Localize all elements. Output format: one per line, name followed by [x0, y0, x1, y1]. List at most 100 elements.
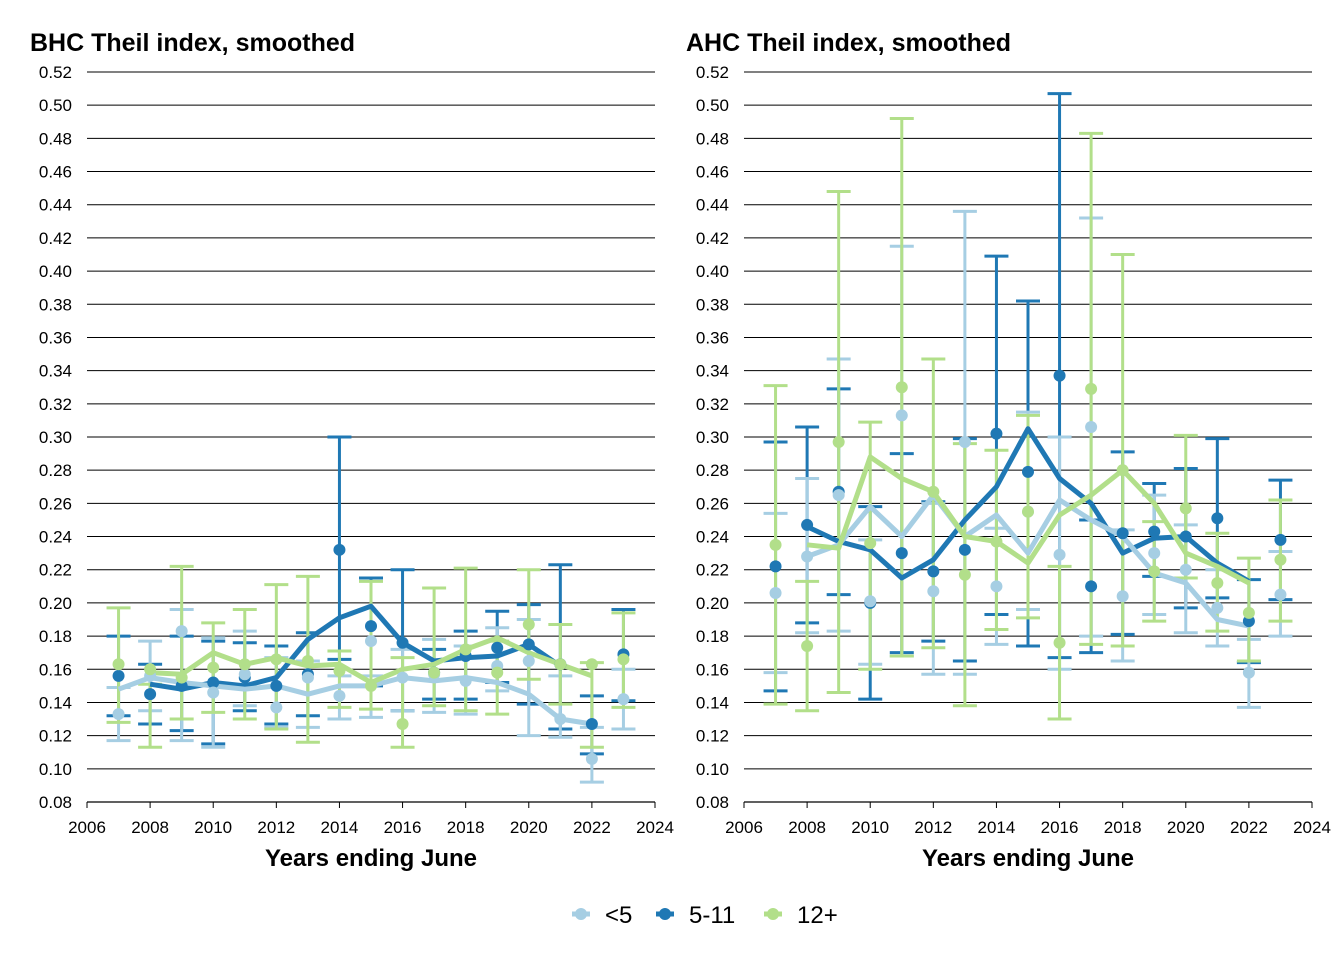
- ahc-y-tick-label: 0.40: [696, 262, 729, 281]
- ahc-data-point: [1085, 421, 1098, 434]
- bhc-data-point: [333, 543, 346, 556]
- ahc-y-tick-label: 0.48: [696, 129, 729, 148]
- ahc-data-point: [769, 538, 782, 551]
- bhc-y-tick-label: 0.50: [39, 96, 72, 115]
- ahc-data-point: [832, 489, 845, 502]
- bhc-x-tick-label: 2010: [194, 818, 232, 837]
- bhc-data-point: [396, 636, 409, 649]
- legend-5-11-label: 5-11: [689, 902, 735, 929]
- bhc-y-tick-label: 0.30: [39, 428, 72, 447]
- ahc-x-tick-label: 2008: [788, 818, 826, 837]
- bhc-x-tick-label: 2020: [510, 818, 548, 837]
- ahc-data-point: [895, 547, 908, 560]
- ahc-data-point: [832, 435, 845, 448]
- ahc-data-point: [958, 543, 971, 556]
- ahc-data-point: [895, 381, 908, 394]
- bhc-y-tick-label: 0.46: [39, 163, 72, 182]
- ahc-x-axis-label: Years ending June: [922, 845, 1134, 872]
- bhc-data-point: [333, 664, 346, 677]
- ahc-data-point: [769, 560, 782, 573]
- ahc-data-point: [1053, 548, 1066, 561]
- bhc-data-point: [617, 693, 630, 706]
- bhc-data-point: [554, 658, 567, 671]
- ahc-x-tick-label: 2014: [978, 818, 1016, 837]
- ahc-y-tick-label: 0.36: [696, 328, 729, 347]
- ahc-chart-title: AHC Theil index, smoothed: [686, 29, 1011, 57]
- bhc-plot-area: 0.08 0.10 0.12 0.14 0.16 0.18 0.20 0.22 0.24 0.26…: [39, 63, 674, 837]
- ahc-data-point: [1148, 565, 1161, 578]
- legend-12plus-marker: [767, 908, 779, 920]
- ahc-x-tick-label: 2020: [1167, 818, 1205, 837]
- bhc-data-point: [491, 641, 504, 654]
- ahc-data-point: [958, 435, 971, 448]
- bhc-data-point: [112, 669, 125, 682]
- ahc-data-point: [895, 409, 908, 422]
- bhc-y-tick-label: 0.22: [39, 561, 72, 580]
- ahc-data-point: [1148, 547, 1161, 560]
- bhc-data-point: [522, 638, 535, 651]
- bhc-y-tick-label: 0.34: [39, 362, 72, 381]
- legend-5-11-marker: [659, 908, 671, 920]
- bhc-y-tick-label: 0.26: [39, 494, 72, 513]
- ahc-data-point: [769, 586, 782, 599]
- ahc-y-tick-label: 0.20: [696, 594, 729, 613]
- bhc-y-tick-label: 0.20: [39, 594, 72, 613]
- bhc-x-axis-label: Years ending June: [265, 845, 477, 872]
- bhc-y-tick-label: 0.38: [39, 295, 72, 314]
- bhc-data-point: [554, 713, 567, 726]
- bhc-data-point: [428, 666, 441, 679]
- bhc-data-point: [617, 653, 630, 666]
- ahc-data-point: [1242, 606, 1255, 619]
- legend-12plus-label: 12+: [797, 902, 838, 929]
- ahc-x-tick-label: 2010: [851, 818, 889, 837]
- ahc-y-tick-label: 0.42: [696, 229, 729, 248]
- bhc-chart-title: BHC Theil index, smoothed: [30, 29, 355, 57]
- bhc-data-point: [175, 671, 188, 684]
- ahc-data-point: [1148, 525, 1161, 538]
- ahc-data-point: [1116, 464, 1129, 477]
- ahc-y-tick-label: 0.10: [696, 760, 729, 779]
- bhc-data-point: [207, 686, 220, 699]
- ahc-data-point: [927, 565, 940, 578]
- bhc-x-tick-label: 2008: [131, 818, 169, 837]
- bhc-x-tick-label: 2014: [321, 818, 359, 837]
- bhc-data-point: [459, 643, 472, 656]
- bhc-y-tick-label: 0.40: [39, 262, 72, 281]
- ahc-data-point: [1211, 601, 1224, 614]
- bhc-data-point: [238, 658, 251, 671]
- bhc-data-point: [144, 688, 157, 701]
- legend-under5-marker: [575, 908, 587, 920]
- ahc-data-point: [1053, 369, 1066, 382]
- ahc-y-tick-label: 0.34: [696, 362, 729, 381]
- ahc-series-line: [806, 492, 1250, 629]
- ahc-data-point: [990, 535, 1003, 548]
- bhc-data-point: [270, 653, 283, 666]
- bhc-data-point: [585, 718, 598, 731]
- bhc-x-tick-label: 2022: [573, 818, 611, 837]
- ahc-data-point: [1022, 505, 1034, 518]
- bhc-data-point: [270, 679, 283, 692]
- bhc-data-point: [396, 671, 409, 684]
- ahc-y-tick-label: 0.32: [696, 395, 729, 414]
- ahc-data-point: [1242, 615, 1255, 628]
- ahc-data-point: [801, 640, 814, 653]
- bhc-data-point: [585, 752, 598, 765]
- ahc-y-tick-label: 0.24: [696, 528, 729, 547]
- bhc-data-point: [585, 658, 598, 671]
- bhc-y-tick-label: 0.18: [39, 627, 72, 646]
- bhc-data-point: [112, 658, 125, 671]
- ahc-data-point: [990, 580, 1003, 593]
- bhc-data-point: [522, 654, 535, 667]
- bhc-y-tick-label: 0.24: [39, 528, 72, 547]
- ahc-y-tick-label: 0.08: [696, 793, 729, 812]
- ahc-y-tick-label: 0.38: [696, 295, 729, 314]
- bhc-data-point: [301, 671, 314, 684]
- bhc-y-tick-label: 0.08: [39, 793, 72, 812]
- ahc-y-tick-label: 0.22: [696, 561, 729, 580]
- ahc-x-tick-label: 2022: [1230, 818, 1268, 837]
- ahc-data-point: [1085, 382, 1098, 395]
- ahc-x-tick-label: 2012: [914, 818, 952, 837]
- ahc-data-point: [958, 568, 971, 581]
- bhc-data-point: [270, 701, 283, 714]
